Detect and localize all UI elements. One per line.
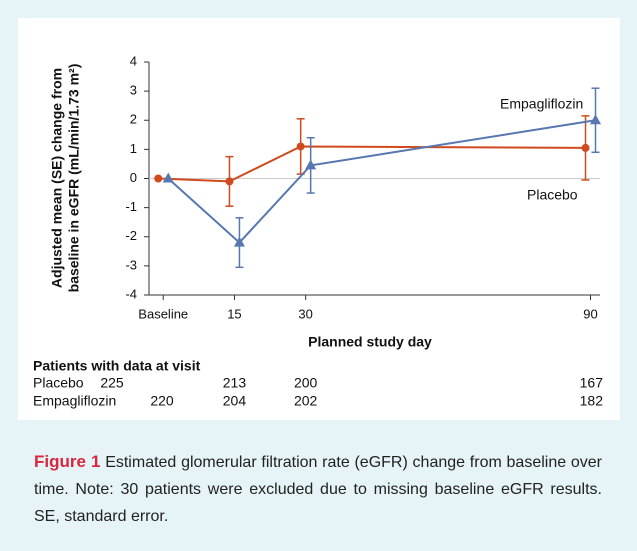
y-tick-label: -4 [125,286,137,301]
table-cell: 225 [100,375,124,391]
marker [233,236,245,247]
y-tick-label: 4 [130,53,137,68]
y-tick-label: -3 [125,257,137,272]
table-cell: 200 [294,375,318,391]
marker [225,177,234,186]
y-axis-title: Adjusted mean (SE) change from [49,68,65,288]
series-label: Empagliflozin [500,96,583,112]
marker [296,142,305,151]
series-label: Placebo [527,187,578,203]
marker [162,172,174,183]
caption-text: Estimated glomerular filtration rate (eG… [34,454,603,525]
table-cell: 204 [223,393,247,409]
x-tick-label: Baseline [138,306,188,321]
y-tick-label: 2 [130,112,137,127]
table-cell: 202 [294,393,318,409]
caption-label: Figure 1 [34,452,101,471]
table-row-label: Empagliflozin [33,393,116,409]
series-line [167,119,596,244]
caption: Figure 1 Estimated glomerular filtration… [34,448,602,530]
table-cell: 167 [580,375,604,391]
marker [581,143,590,152]
marker [154,174,163,183]
y-tick-label: 0 [130,170,137,185]
chart: Planned study day Adjusted mean (SE) cha… [33,53,604,409]
y-tick-label: -1 [125,199,137,214]
table-cell: 182 [580,393,604,409]
y-tick-label: 1 [130,141,137,156]
marker [590,114,602,125]
y-axis-title: baseline in eGFR (mL/min/1.73 m²) [66,64,82,293]
table-row-label: Placebo [33,375,84,391]
y-tick-label: -2 [125,228,137,243]
series-line [158,145,586,183]
x-axis-title: Planned study day [308,334,432,350]
marker [305,159,317,170]
chart-panel [18,18,620,420]
x-tick-label: 30 [298,306,312,321]
table-title: Patients with data at visit [33,358,201,374]
table-cell: 220 [150,393,174,409]
x-tick-label: 90 [583,306,597,321]
y-tick-label: 3 [130,83,137,98]
x-tick-label: 15 [227,306,241,321]
table-cell: 213 [223,375,247,391]
